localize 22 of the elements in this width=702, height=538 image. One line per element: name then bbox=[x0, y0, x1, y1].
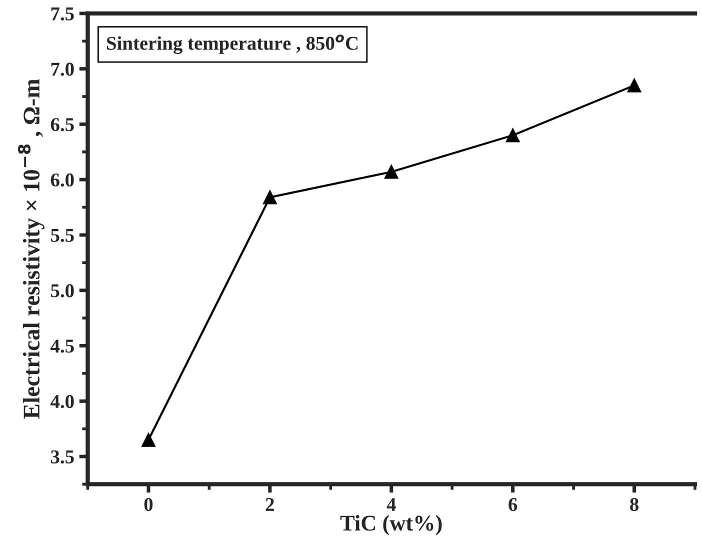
x-tick-label: 2 bbox=[266, 498, 274, 511]
y-tick-label: 4.0 bbox=[50, 394, 74, 408]
x-tick-label: 8 bbox=[630, 498, 638, 512]
y-tick-label: 7.5 bbox=[51, 7, 74, 20]
y-tick-label: 5.0 bbox=[51, 284, 74, 298]
y-tick-label: 4.5 bbox=[50, 340, 74, 353]
x-axis-title: TiC (wt%) bbox=[340, 515, 442, 536]
y-axis-title: Electrical resistivity × 10$^{−8}$ , Ω-m bbox=[18, 79, 44, 419]
point bbox=[384, 164, 398, 179]
x-tick-label: 4 bbox=[386, 498, 396, 511]
point bbox=[627, 78, 642, 92]
y-tick-label: 5.5 bbox=[51, 228, 74, 242]
y-tick-label: 6.5 bbox=[50, 118, 74, 132]
y-tick-label: 6.0 bbox=[50, 173, 74, 187]
point bbox=[262, 190, 277, 204]
x-tick-label: 6 bbox=[508, 498, 518, 512]
y-tick-label: 3.5 bbox=[50, 450, 74, 464]
annotation: Sintering temperature , 850$^{o}$C bbox=[107, 34, 358, 54]
y-tick-label: 7.0 bbox=[51, 62, 74, 76]
x-tick-label: 0 bbox=[144, 498, 153, 512]
point bbox=[506, 128, 520, 142]
point bbox=[142, 432, 156, 447]
